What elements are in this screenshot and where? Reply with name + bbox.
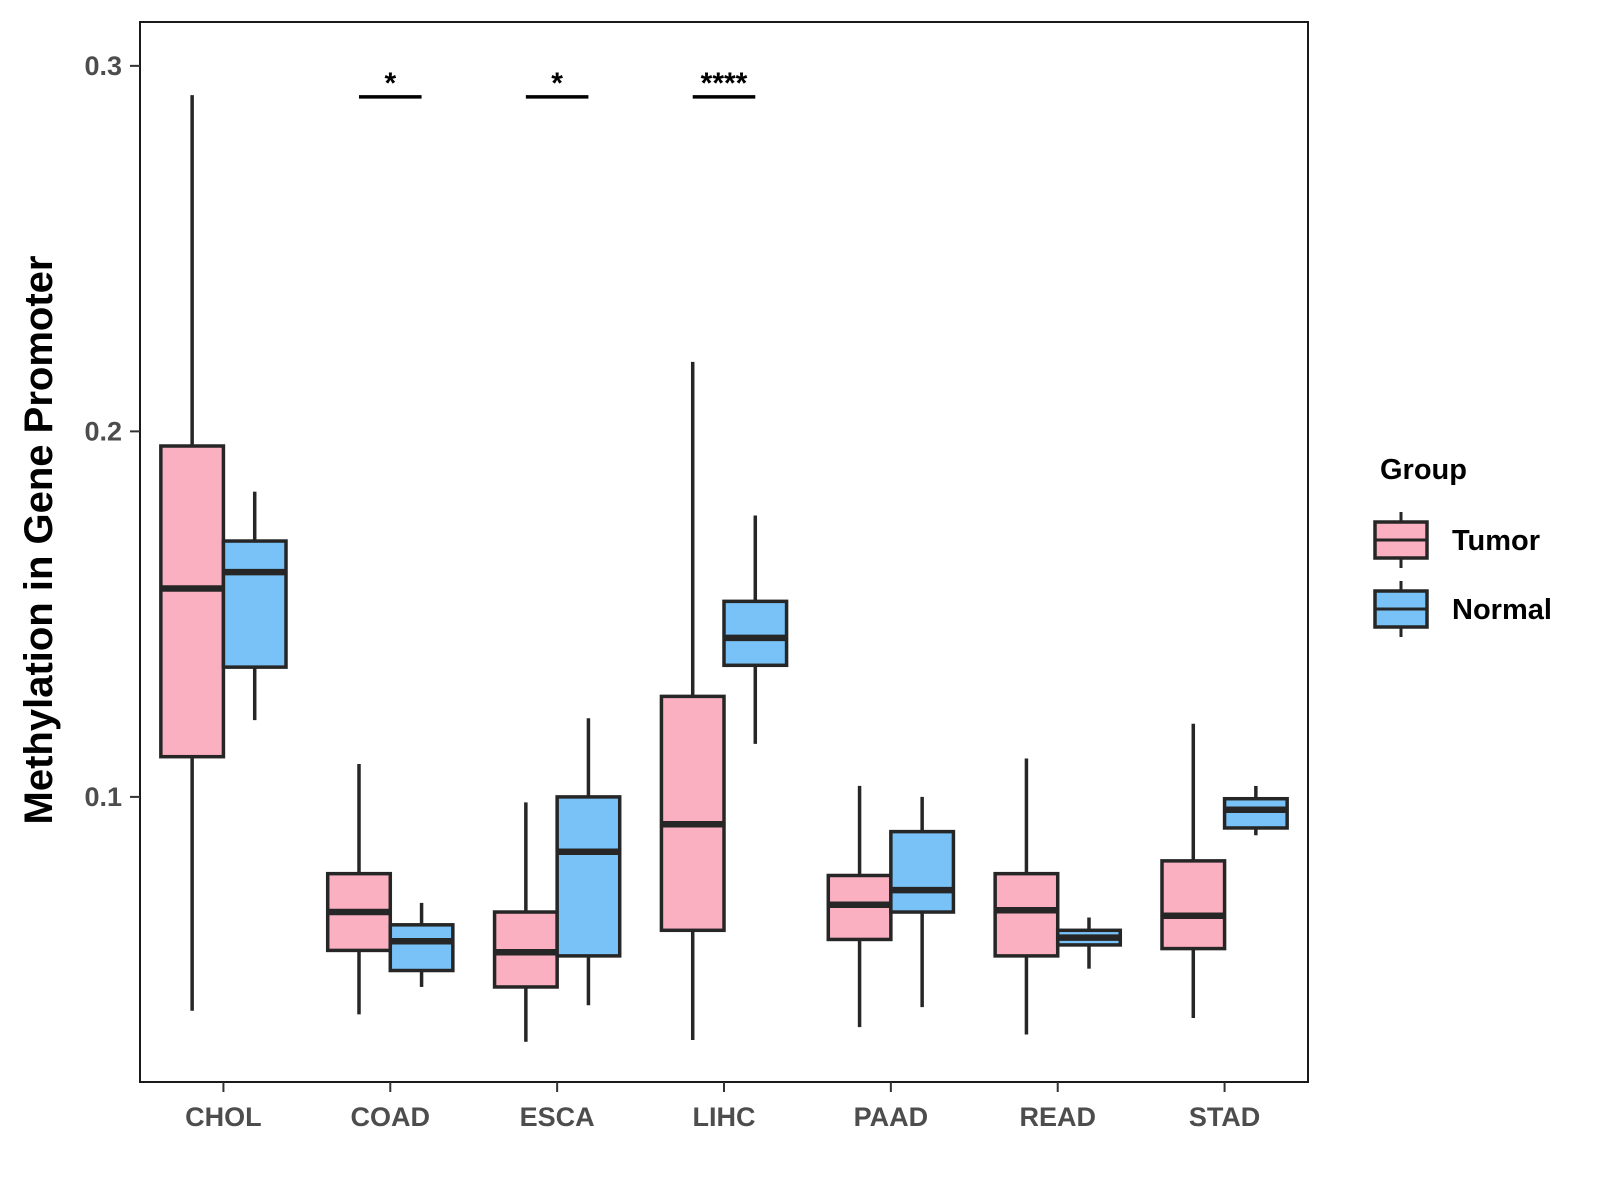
y-tick-label: 0.1 (84, 782, 122, 812)
box-tumor-read (993, 758, 1060, 1035)
box-normal-esca (555, 718, 622, 1006)
x-tick-label: READ (1019, 1102, 1096, 1132)
box-tumor-coad (325, 764, 393, 1015)
box-normal-stad (1222, 785, 1289, 836)
axes: 0.1 0.2 0.3 CHOL COAD ESCA LIHC PAAD READ STAD (84, 21, 1309, 1132)
x-tick-label: LIHC (693, 1102, 756, 1132)
y-axis-title: Methylation in Gene Promoter (17, 256, 61, 825)
box-body (221, 539, 288, 669)
legend-item-tumor: Tumor (1373, 512, 1540, 568)
legend-title: Group (1380, 454, 1467, 486)
box-normal-read (1055, 917, 1123, 969)
box-body (159, 444, 226, 759)
significance-label: * (384, 67, 396, 100)
box-tumor-chol (159, 95, 226, 1011)
box-normal-coad (388, 902, 455, 987)
legend-label: Tumor (1452, 525, 1540, 557)
box-body (659, 694, 726, 933)
box-normal-chol (221, 491, 288, 721)
x-tick-label: STAD (1189, 1102, 1261, 1132)
legend: Group Tumor Normal (1373, 454, 1552, 637)
box-normal-paad (889, 796, 956, 1008)
x-tick-label: CHOL (185, 1102, 262, 1132)
significance-label: **** (701, 67, 748, 100)
box-tumor-lihc (659, 361, 726, 1040)
box-body (1222, 796, 1289, 830)
y-tick-label: 0.3 (84, 51, 122, 81)
legend-label: Normal (1452, 594, 1552, 626)
box-body (722, 599, 789, 668)
box-body (388, 923, 455, 973)
box-body (555, 795, 622, 958)
x-tick-label: PAAD (854, 1102, 929, 1132)
x-tick-label: COAD (351, 1102, 431, 1132)
y-tick-label: 0.2 (84, 416, 122, 446)
significance-label: * (551, 67, 563, 100)
legend-item-normal: Normal (1373, 581, 1552, 637)
box-body (993, 871, 1060, 958)
box-body (1160, 859, 1227, 951)
box-normal-lihc (722, 515, 789, 744)
x-tick-label: ESCA (520, 1102, 595, 1132)
box-tumor-stad (1160, 723, 1227, 1019)
box-body (889, 829, 956, 914)
plot-area: * * **** (159, 67, 1289, 1042)
